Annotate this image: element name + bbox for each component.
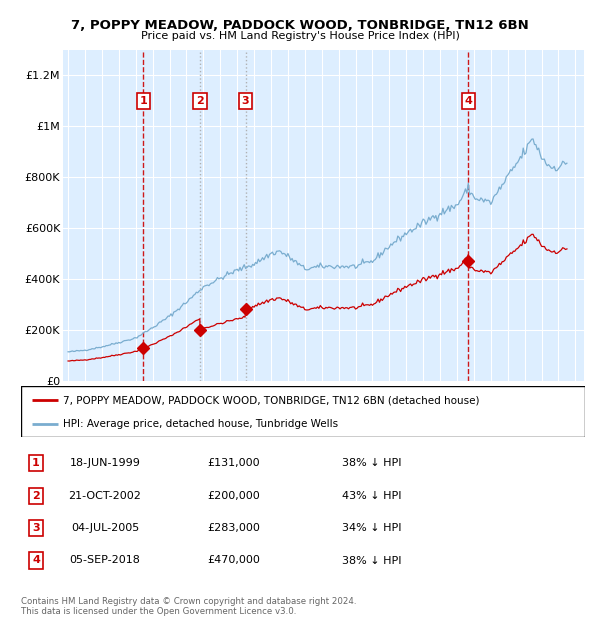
Text: 04-JUL-2005: 04-JUL-2005 — [71, 523, 139, 533]
Text: 4: 4 — [32, 556, 40, 565]
Text: 3: 3 — [32, 523, 40, 533]
Text: £200,000: £200,000 — [208, 491, 260, 501]
Text: Contains HM Land Registry data © Crown copyright and database right 2024.
This d: Contains HM Land Registry data © Crown c… — [21, 597, 356, 616]
Text: 1: 1 — [32, 458, 40, 468]
Text: 34% ↓ HPI: 34% ↓ HPI — [342, 523, 402, 533]
Text: 1: 1 — [140, 96, 148, 106]
Text: 3: 3 — [242, 96, 250, 106]
Text: 05-SEP-2018: 05-SEP-2018 — [70, 556, 140, 565]
Text: 38% ↓ HPI: 38% ↓ HPI — [342, 556, 402, 565]
Text: 43% ↓ HPI: 43% ↓ HPI — [342, 491, 402, 501]
Text: 7, POPPY MEADOW, PADDOCK WOOD, TONBRIDGE, TN12 6BN: 7, POPPY MEADOW, PADDOCK WOOD, TONBRIDGE… — [71, 19, 529, 32]
Text: £283,000: £283,000 — [208, 523, 260, 533]
Text: 4: 4 — [464, 96, 472, 106]
Text: HPI: Average price, detached house, Tunbridge Wells: HPI: Average price, detached house, Tunb… — [64, 419, 338, 430]
Text: 2: 2 — [196, 96, 204, 106]
Text: 38% ↓ HPI: 38% ↓ HPI — [342, 458, 402, 468]
Text: 2: 2 — [32, 491, 40, 501]
Text: 18-JUN-1999: 18-JUN-1999 — [70, 458, 140, 468]
Text: Price paid vs. HM Land Registry's House Price Index (HPI): Price paid vs. HM Land Registry's House … — [140, 31, 460, 41]
Text: £470,000: £470,000 — [208, 556, 260, 565]
Text: 7, POPPY MEADOW, PADDOCK WOOD, TONBRIDGE, TN12 6BN (detached house): 7, POPPY MEADOW, PADDOCK WOOD, TONBRIDGE… — [64, 396, 480, 405]
Text: 21-OCT-2002: 21-OCT-2002 — [68, 491, 142, 501]
Text: £131,000: £131,000 — [208, 458, 260, 468]
